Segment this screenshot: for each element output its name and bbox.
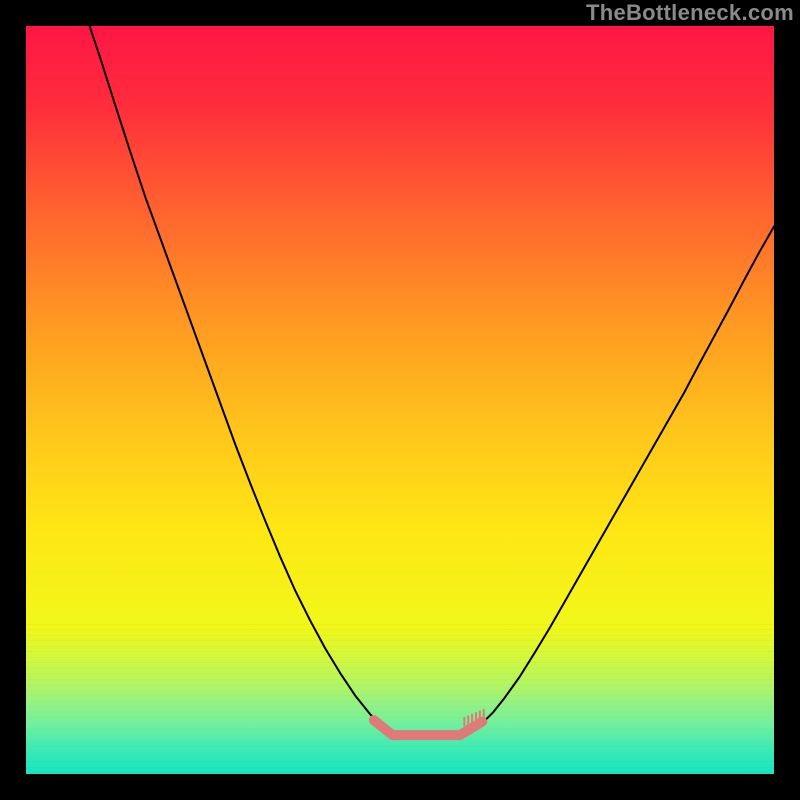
bottom-stripe xyxy=(26,646,774,651)
stripe-divider xyxy=(26,723,774,724)
bottom-stripe xyxy=(26,701,774,706)
bottom-stripe xyxy=(26,696,774,701)
bottom-stripe xyxy=(26,762,774,767)
stripe-divider xyxy=(26,635,774,636)
stripe-divider xyxy=(26,657,774,658)
stripe-divider xyxy=(26,679,774,680)
bottom-stripe xyxy=(26,723,774,728)
bottom-stripe xyxy=(26,663,774,668)
bottom-stripe xyxy=(26,767,774,772)
stripe-divider xyxy=(26,728,774,729)
bottom-stripe xyxy=(26,712,774,717)
bottom-stripe xyxy=(26,641,774,646)
stripe-divider xyxy=(26,646,774,647)
bottom-stripe xyxy=(26,756,774,761)
stripe-divider xyxy=(26,772,774,773)
stripe-divider xyxy=(26,651,774,652)
stripe-divider xyxy=(26,690,774,691)
chart-svg xyxy=(26,26,774,774)
bottom-stripe xyxy=(26,773,774,774)
chart-plot-area xyxy=(26,26,774,774)
stripe-divider xyxy=(26,624,774,625)
stripe-divider xyxy=(26,756,774,757)
bottom-stripe xyxy=(26,674,774,679)
stripe-divider xyxy=(26,706,774,707)
bottom-stripe xyxy=(26,745,774,750)
bottom-stripe xyxy=(26,630,774,635)
bottom-stripe xyxy=(26,652,774,657)
stripe-divider xyxy=(26,761,774,762)
bottom-stripe xyxy=(26,751,774,756)
stripe-divider xyxy=(26,684,774,685)
stripe-divider xyxy=(26,712,774,713)
bottom-stripe xyxy=(26,685,774,690)
stripe-divider xyxy=(26,629,774,630)
stripe-divider xyxy=(26,701,774,702)
bottom-stripe xyxy=(26,718,774,723)
bottom-stripe xyxy=(26,668,774,673)
stripe-divider xyxy=(26,668,774,669)
stripe-divider xyxy=(26,767,774,768)
bottom-stripe xyxy=(26,740,774,745)
stripe-divider xyxy=(26,673,774,674)
bottom-stripe xyxy=(26,707,774,712)
stripe-divider xyxy=(26,640,774,641)
stripe-divider xyxy=(26,662,774,663)
bottom-stripe xyxy=(26,657,774,662)
outer-frame: TheBottleneck.com xyxy=(0,0,800,800)
stripe-divider xyxy=(26,695,774,696)
watermark-text: TheBottleneck.com xyxy=(586,0,794,26)
bottom-stripe xyxy=(26,635,774,640)
bottom-stripe xyxy=(26,679,774,684)
stripe-divider xyxy=(26,745,774,746)
stripe-divider xyxy=(26,750,774,751)
bottom-stripe xyxy=(26,690,774,695)
stripe-divider xyxy=(26,717,774,718)
bottom-stripe xyxy=(26,624,774,629)
